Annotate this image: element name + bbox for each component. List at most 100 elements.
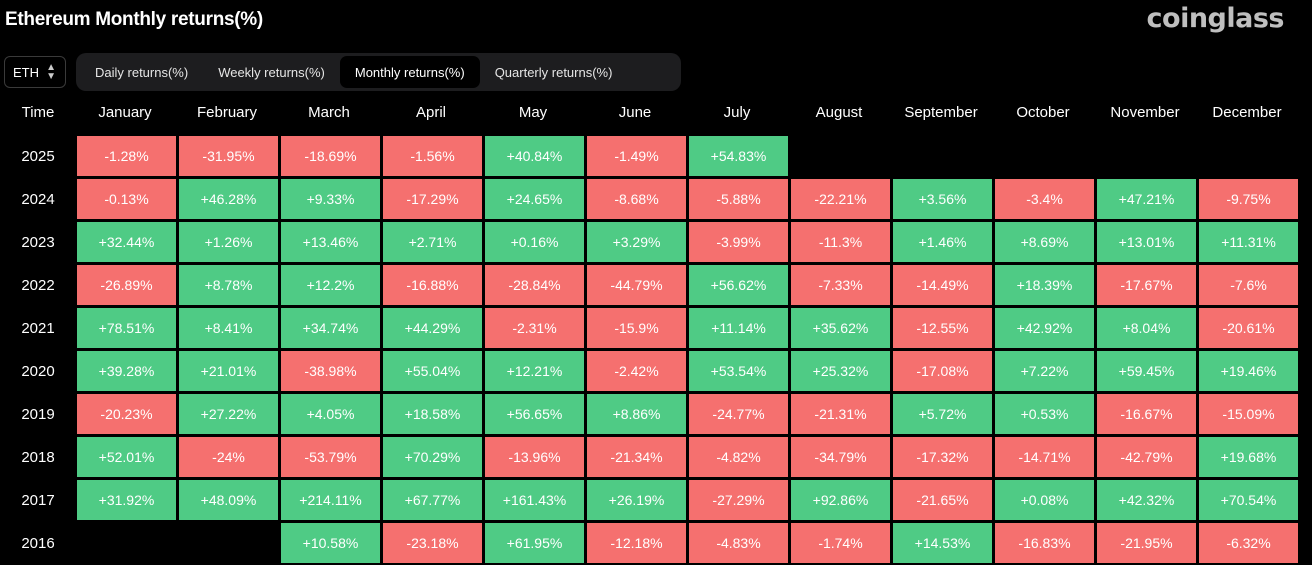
row-year: 2021	[21, 320, 55, 337]
return-cell: -4.82%	[689, 437, 788, 477]
return-cell: -20.23%	[77, 394, 176, 434]
column-header: August	[815, 104, 863, 121]
return-cell: +3.56%	[893, 179, 992, 219]
return-cell: +56.65%	[485, 394, 584, 434]
return-cell: +7.22%	[995, 351, 1094, 391]
return-cell: +12.2%	[281, 265, 380, 305]
return-cell: +13.01%	[1097, 222, 1196, 262]
return-cell: -20.61%	[1199, 308, 1298, 348]
return-cell: +1.26%	[179, 222, 278, 262]
column-header: March	[308, 104, 350, 121]
return-cell: -15.09%	[1199, 394, 1298, 434]
tab-quarterly-returns[interactable]: Quarterly returns(%)	[494, 64, 613, 80]
return-cell: -1.28%	[77, 136, 176, 176]
header: Ethereum Monthly returns(%) coinglass	[0, 0, 1312, 44]
return-cell: -5.88%	[689, 179, 788, 219]
return-cell: -4.83%	[689, 523, 788, 563]
return-cell: +70.54%	[1199, 480, 1298, 520]
return-cell: +161.43%	[485, 480, 584, 520]
return-cell: -18.69%	[281, 136, 380, 176]
return-cell: +44.29%	[383, 308, 482, 348]
return-cell: -1.56%	[383, 136, 482, 176]
return-cell: +13.46%	[281, 222, 380, 262]
column-header: February	[196, 104, 258, 121]
column-header: June	[618, 104, 652, 121]
return-cell: +27.22%	[179, 394, 278, 434]
returns-tabs: Daily returns(%) Weekly returns(%) Month…	[76, 53, 681, 91]
return-cell: -31.95%	[179, 136, 278, 176]
controls-bar: ETH ▲ ▼ Daily returns(%) Weekly returns(%…	[0, 53, 700, 91]
header-time: Time	[21, 104, 55, 121]
return-cell: -22.21%	[791, 179, 890, 219]
return-cell: -17.32%	[893, 437, 992, 477]
return-cell: +46.28%	[179, 179, 278, 219]
return-cell: +25.32%	[791, 351, 890, 391]
row-year: 2022	[21, 277, 55, 294]
return-cell: -12.55%	[893, 308, 992, 348]
return-cell: +18.58%	[383, 394, 482, 434]
return-cell: +67.77%	[383, 480, 482, 520]
return-cell: -15.9%	[587, 308, 686, 348]
return-cell: -0.13%	[77, 179, 176, 219]
row-year: 2024	[21, 191, 55, 208]
return-cell: +31.92%	[77, 480, 176, 520]
return-cell: +35.62%	[791, 308, 890, 348]
return-cell: +3.29%	[587, 222, 686, 262]
return-cell: -13.96%	[485, 437, 584, 477]
return-cell: -2.31%	[485, 308, 584, 348]
return-cell: +8.78%	[179, 265, 278, 305]
column-header: October	[1016, 104, 1070, 121]
coin-select-value: ETH	[13, 64, 39, 80]
return-cell: +34.74%	[281, 308, 380, 348]
return-cell: -7.6%	[1199, 265, 1298, 305]
return-cell: +14.53%	[893, 523, 992, 563]
return-cell: +214.11%	[281, 480, 380, 520]
return-cell: -34.79%	[791, 437, 890, 477]
row-year: 2017	[21, 492, 55, 509]
tab-weekly-returns[interactable]: Weekly returns(%)	[218, 64, 325, 80]
return-cell: -24%	[179, 437, 278, 477]
return-cell: -14.49%	[893, 265, 992, 305]
row-year: 2020	[21, 363, 55, 380]
return-cell: -7.33%	[791, 265, 890, 305]
row-year: 2016	[21, 535, 55, 552]
return-cell: -53.79%	[281, 437, 380, 477]
return-cell: -16.88%	[383, 265, 482, 305]
return-cell: +19.46%	[1199, 351, 1298, 391]
return-cell: -3.99%	[689, 222, 788, 262]
return-cell: +32.44%	[77, 222, 176, 262]
column-header: January	[98, 104, 152, 121]
return-cell: +4.05%	[281, 394, 380, 434]
return-cell: +59.45%	[1097, 351, 1196, 391]
return-cell: +55.04%	[383, 351, 482, 391]
tab-monthly-returns[interactable]: Monthly returns(%)	[339, 56, 480, 88]
return-cell: +8.04%	[1097, 308, 1196, 348]
row-year: 2025	[21, 148, 55, 165]
return-cell: -28.84%	[485, 265, 584, 305]
return-cell: -21.65%	[893, 480, 992, 520]
return-cell: -14.71%	[995, 437, 1094, 477]
return-cell: -27.29%	[689, 480, 788, 520]
row-year: 2023	[21, 234, 55, 251]
tab-daily-returns[interactable]: Daily returns(%)	[95, 64, 189, 80]
column-header: April	[415, 104, 446, 121]
return-cell: +19.68%	[1199, 437, 1298, 477]
return-cell: -1.49%	[587, 136, 686, 176]
return-cell: +56.62%	[689, 265, 788, 305]
return-cell: -8.68%	[587, 179, 686, 219]
return-cell: +40.84%	[485, 136, 584, 176]
row-year: 2019	[21, 406, 55, 423]
coin-select[interactable]: ETH ▲ ▼	[4, 56, 66, 88]
return-cell: +0.16%	[485, 222, 584, 262]
coinglass-logo: coinglass	[1146, 3, 1285, 34]
column-header: July	[723, 104, 751, 121]
return-cell: +24.65%	[485, 179, 584, 219]
return-cell: -1.74%	[791, 523, 890, 563]
return-cell: +8.41%	[179, 308, 278, 348]
return-cell: +52.01%	[77, 437, 176, 477]
return-cell: +8.86%	[587, 394, 686, 434]
return-cell: +11.14%	[689, 308, 788, 348]
return-cell: -16.83%	[995, 523, 1094, 563]
return-cell: +54.83%	[689, 136, 788, 176]
return-cell: -3.4%	[995, 179, 1094, 219]
